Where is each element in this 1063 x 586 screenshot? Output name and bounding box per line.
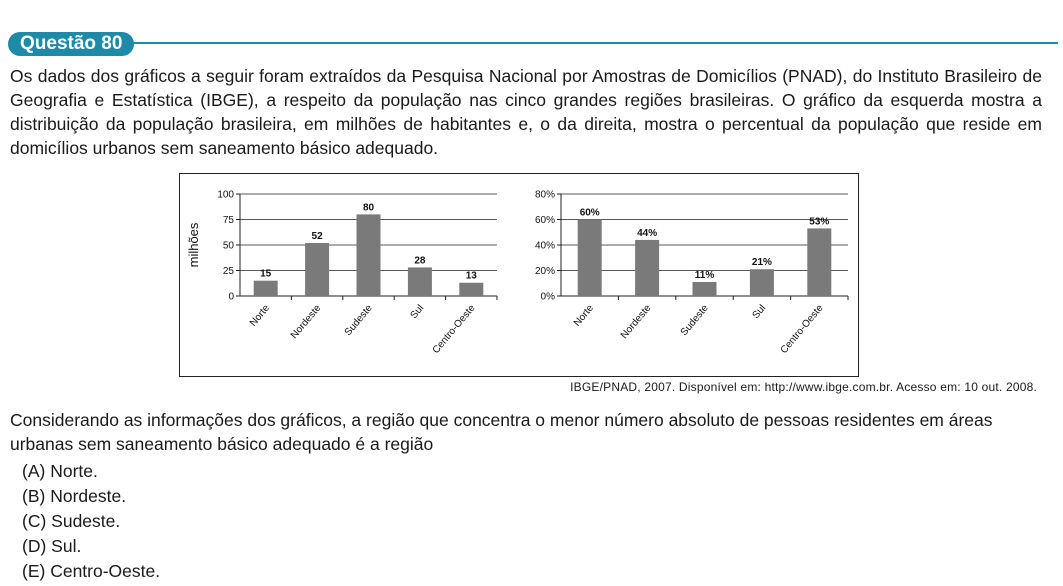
bar xyxy=(692,281,717,296)
y-axis-label: milhões xyxy=(186,222,201,267)
bar xyxy=(635,239,660,296)
bar xyxy=(807,228,832,296)
data-label: 52 xyxy=(312,231,324,242)
x-tick-label: Sudeste xyxy=(343,303,375,339)
y-tick-label: 0 xyxy=(228,292,234,303)
header-rule xyxy=(128,42,1058,44)
x-tick-label: Sul xyxy=(750,303,768,321)
question-header: Questão 80 xyxy=(8,30,1058,58)
x-tick-label: Nordeste xyxy=(289,303,324,341)
option-letter: (B) xyxy=(22,486,46,506)
bar xyxy=(305,242,330,296)
data-label: 21% xyxy=(752,257,772,268)
y-tick-label: 75 xyxy=(223,215,235,226)
option-letter: (A) xyxy=(22,461,46,481)
option-text: Sul. xyxy=(51,536,82,556)
y-tick-label: 40% xyxy=(535,241,555,252)
y-tick-label: 20% xyxy=(535,266,555,277)
question-number-badge: Questão 80 xyxy=(8,32,135,56)
y-tick-label: 60% xyxy=(535,215,555,226)
option-letter: (D) xyxy=(22,536,47,556)
x-tick-label: Centro-Oeste xyxy=(431,303,478,356)
option-text: Centro-Oeste. xyxy=(50,561,161,581)
option-text: Nordeste. xyxy=(50,486,127,506)
x-tick-label: Norte xyxy=(572,303,596,329)
data-label: 13 xyxy=(466,271,478,282)
option-text: Sudeste. xyxy=(51,511,121,531)
x-tick-label: Sudeste xyxy=(679,303,711,339)
charts-figure: 0 25 50 75 100 milhões 15 Norte 52 Nordeste 80 Sude… xyxy=(179,173,859,377)
x-tick-label: Norte xyxy=(248,303,272,329)
answer-options: (A) Norte. (B) Nordeste. (C) Sudeste. (D… xyxy=(22,459,160,584)
intro-paragraph: Os dados dos gráficos a seguir foram ext… xyxy=(10,66,1042,158)
bar xyxy=(749,269,774,296)
source-citation: IBGE/PNAD, 2007. Disponível em: http://w… xyxy=(570,380,1037,394)
y-tick-label: 25 xyxy=(223,266,235,277)
option-text: Norte. xyxy=(50,461,98,481)
data-label: 80 xyxy=(363,202,375,213)
option-a[interactable]: (A) Norte. xyxy=(22,459,160,484)
bar xyxy=(407,267,432,296)
option-d[interactable]: (D) Sul. xyxy=(22,534,160,559)
question-text: Considerando as informações dos gráficos… xyxy=(10,410,993,454)
x-tick-label: Sul xyxy=(408,303,426,321)
x-tick-label: Nordeste xyxy=(619,303,654,341)
bar xyxy=(253,280,278,296)
bar xyxy=(356,214,381,296)
data-label: 60% xyxy=(580,208,600,219)
data-label: 28 xyxy=(414,255,426,266)
bar xyxy=(577,219,602,296)
data-label: 15 xyxy=(260,269,272,280)
option-e[interactable]: (E) Centro-Oeste. xyxy=(22,559,160,584)
option-b[interactable]: (B) Nordeste. xyxy=(22,484,160,509)
data-label: 44% xyxy=(637,228,657,239)
charts-svg: 0 25 50 75 100 milhões 15 Norte 52 Nordeste 80 Sude… xyxy=(186,190,849,356)
option-c[interactable]: (C) Sudeste. xyxy=(22,509,160,534)
data-label: 53% xyxy=(809,216,829,227)
option-letter: (C) xyxy=(22,511,47,531)
y-tick-label: 0% xyxy=(541,292,556,303)
y-tick-label: 100 xyxy=(217,190,234,201)
y-tick-label: 80% xyxy=(535,190,555,201)
data-label: 11% xyxy=(695,270,715,281)
x-tick-label: Centro-Oeste xyxy=(779,303,826,356)
option-letter: (E) xyxy=(22,561,46,581)
y-tick-label: 50 xyxy=(223,241,235,252)
bar xyxy=(459,282,484,296)
